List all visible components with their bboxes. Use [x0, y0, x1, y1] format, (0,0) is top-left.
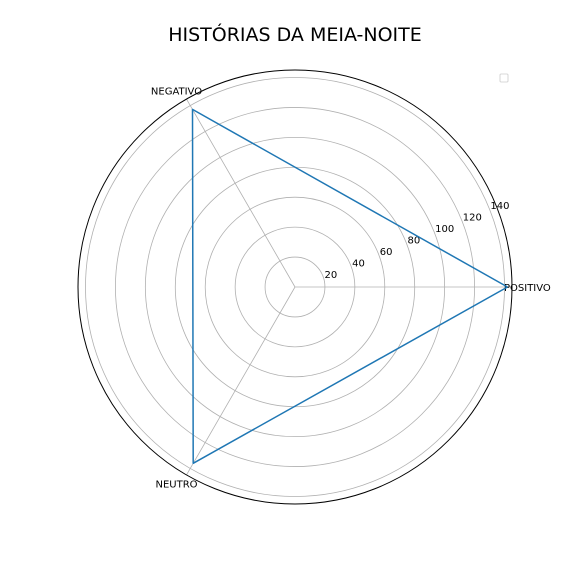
radial-tick-label: 20: [325, 270, 338, 281]
series-line: [191, 108, 508, 465]
radial-tick-label: 120: [463, 213, 482, 224]
radial-tick-label: 100: [435, 224, 454, 235]
radial-tick-label: 140: [490, 201, 509, 212]
legend-box: [499, 73, 509, 83]
radial-tick-label: 80: [407, 235, 420, 246]
angular-gridline: [186, 286, 296, 476]
category-label: NEUTRO: [155, 480, 197, 491]
radial-tick-label: 60: [380, 247, 393, 258]
category-label: POSITIVO: [504, 283, 551, 294]
polar-frame: [77, 69, 513, 505]
angular-gridline: [186, 98, 296, 288]
radial-tick-label: 40: [352, 258, 365, 269]
category-label: NEGATIVO: [151, 86, 202, 97]
chart-title: HISTÓRIAS DA MEIA-NOITE: [168, 22, 422, 46]
